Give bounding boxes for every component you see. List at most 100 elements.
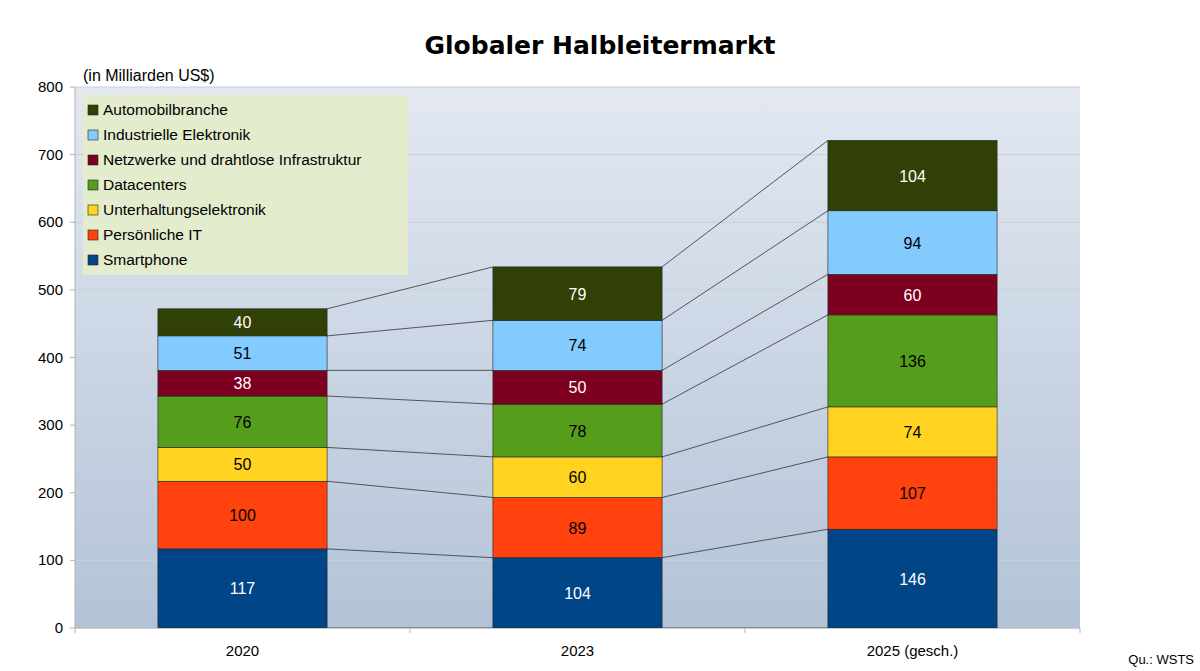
series-connector bbox=[662, 274, 828, 370]
bar-segment bbox=[828, 529, 997, 628]
plot-background bbox=[75, 87, 1080, 628]
series-connector bbox=[327, 320, 493, 336]
bar-segment bbox=[493, 497, 662, 557]
series-connector bbox=[327, 396, 493, 404]
series-connector bbox=[662, 529, 828, 557]
legend-swatch bbox=[88, 130, 98, 140]
data-label: 78 bbox=[569, 423, 587, 440]
bar-segment bbox=[158, 309, 327, 336]
data-label: 107 bbox=[899, 485, 926, 502]
series-connector bbox=[327, 447, 493, 456]
series-connector bbox=[662, 140, 828, 266]
y-tick-label: 0 bbox=[55, 619, 63, 636]
bar-segment bbox=[158, 396, 327, 447]
legend-swatch bbox=[88, 180, 98, 190]
x-tick-label: 2020 bbox=[226, 642, 259, 659]
y-tick bbox=[70, 425, 75, 426]
legend-swatch bbox=[88, 105, 98, 115]
legend-swatch bbox=[88, 255, 98, 265]
x-tick bbox=[75, 628, 76, 633]
bar-segment bbox=[493, 370, 662, 404]
bar-segment bbox=[493, 320, 662, 370]
data-label: 136 bbox=[899, 353, 926, 370]
data-label: 76 bbox=[234, 414, 252, 431]
legend-label: Industrielle Elektronik bbox=[103, 126, 251, 143]
y-tick bbox=[70, 222, 75, 223]
y-axis-line bbox=[75, 87, 76, 628]
chart-title: Globaler Halbleitermarkt bbox=[424, 31, 775, 60]
bar-segment bbox=[158, 370, 327, 396]
y-tick-label: 300 bbox=[38, 416, 63, 433]
series-connector bbox=[662, 457, 828, 498]
y-tick-label: 500 bbox=[38, 281, 63, 298]
series-connector bbox=[662, 211, 828, 321]
legend-label: Netzwerke und drahtlose Infrastruktur bbox=[103, 151, 361, 168]
source-note: Qu.: WSTS bbox=[1128, 652, 1194, 667]
y-tick bbox=[70, 560, 75, 561]
bar-segment bbox=[828, 407, 997, 457]
y-tick-label: 600 bbox=[38, 213, 63, 230]
legend-label: Persönliche IT bbox=[103, 226, 203, 243]
x-tick bbox=[1080, 628, 1081, 633]
x-tick-label: 2023 bbox=[561, 642, 594, 659]
x-tick bbox=[410, 628, 411, 633]
data-label: 104 bbox=[899, 168, 926, 185]
data-label: 51 bbox=[234, 345, 252, 362]
x-tick-label: 2025 (gesch.) bbox=[867, 642, 959, 659]
data-label: 79 bbox=[569, 286, 587, 303]
y-tick bbox=[70, 87, 75, 88]
chart-svg: 0 100 200 300 400 500 600 700 800 2020 2023 2025 (g… bbox=[0, 0, 1200, 671]
grid-line bbox=[75, 87, 1080, 88]
bar-segment bbox=[828, 315, 997, 407]
series-connector bbox=[662, 628, 828, 629]
bar-segment bbox=[158, 549, 327, 628]
data-label: 117 bbox=[230, 580, 256, 597]
data-label: 146 bbox=[899, 571, 926, 588]
y-tick-label: 700 bbox=[38, 146, 63, 163]
chart-container: 0 100 200 300 400 500 600 700 800 2020 2023 2025 (g… bbox=[0, 0, 1200, 671]
data-label: 74 bbox=[904, 424, 922, 441]
legend-label: Smartphone bbox=[103, 251, 187, 268]
bar-segment bbox=[828, 457, 997, 529]
bar-segment bbox=[493, 267, 662, 320]
data-label: 94 bbox=[904, 235, 922, 252]
y-tick-label: 800 bbox=[38, 78, 63, 95]
bar-segment bbox=[493, 457, 662, 498]
y-axis-label: (in Milliarden US$) bbox=[83, 67, 215, 84]
series-connector bbox=[327, 370, 493, 371]
y-tick bbox=[70, 154, 75, 155]
y-tick-label: 200 bbox=[38, 484, 63, 501]
y-tick-label: 400 bbox=[38, 349, 63, 366]
bar-segment bbox=[828, 211, 997, 275]
data-label: 50 bbox=[234, 456, 252, 473]
legend-swatch bbox=[88, 205, 98, 215]
series-connector bbox=[662, 315, 828, 404]
data-label: 60 bbox=[569, 469, 587, 486]
data-label: 60 bbox=[904, 287, 922, 304]
legend-swatch bbox=[88, 230, 98, 240]
data-label: 38 bbox=[234, 375, 252, 392]
data-label: 50 bbox=[569, 379, 587, 396]
data-label: 100 bbox=[229, 507, 256, 524]
legend-label: Datacenters bbox=[103, 176, 187, 193]
series-connector bbox=[327, 481, 493, 497]
bar-segment bbox=[828, 274, 997, 315]
y-tick bbox=[70, 628, 75, 629]
data-label: 89 bbox=[569, 520, 587, 537]
series-connector bbox=[327, 628, 493, 629]
bar-segment bbox=[158, 481, 327, 549]
series-connector bbox=[662, 407, 828, 457]
legend: Automobilbranche Industrielle Elektronik N… bbox=[83, 95, 408, 275]
bar-segment bbox=[493, 558, 662, 628]
series-connector bbox=[327, 549, 493, 558]
legend-swatch bbox=[88, 155, 98, 165]
x-tick bbox=[745, 628, 746, 633]
data-label: 104 bbox=[564, 585, 591, 602]
bar-segment bbox=[158, 336, 327, 370]
y-tick bbox=[70, 492, 75, 493]
data-label: 40 bbox=[234, 314, 252, 331]
legend-label: Automobilbranche bbox=[103, 101, 228, 118]
legend-box bbox=[83, 95, 408, 275]
bar-segment bbox=[158, 447, 327, 481]
bar-segment bbox=[828, 140, 997, 210]
